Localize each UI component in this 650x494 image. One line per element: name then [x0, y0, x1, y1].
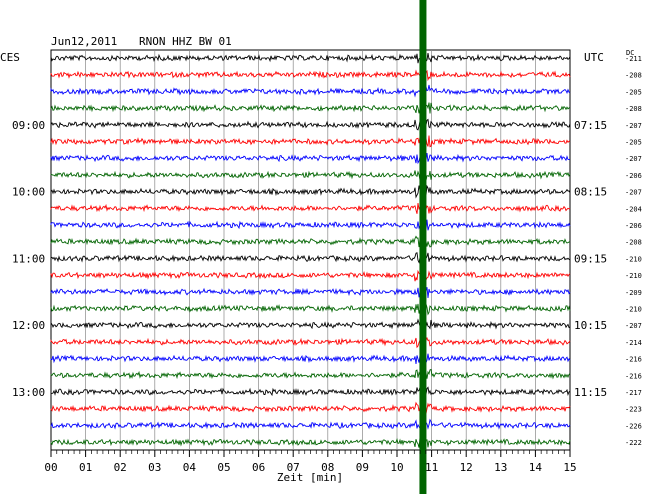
left-time-label: 13:00 [12, 386, 45, 399]
trace-row-21 [50, 401, 571, 414]
x-tick-label: 08 [321, 461, 334, 474]
dc-offset-label: -207 [625, 189, 642, 197]
dc-offset-label: -208 [625, 105, 642, 113]
left-time-label: 12:00 [12, 319, 45, 332]
dc-offset-label: -216 [625, 356, 642, 364]
x-tick-label: 12 [460, 461, 473, 474]
trace-row-6 [50, 153, 570, 165]
trace-row-14 [50, 287, 571, 298]
dc-offset-label: -226 [625, 422, 642, 430]
trace-row-4 [50, 118, 571, 131]
dc-offset-label: -210 [625, 306, 642, 314]
dc-offset-label: -208 [625, 72, 642, 80]
trace-row-2 [50, 84, 571, 98]
x-tick-label: 10 [390, 461, 403, 474]
x-tick-label: 13 [494, 461, 507, 474]
trace-row-18 [50, 353, 571, 364]
trace-row-17 [50, 335, 571, 349]
trace-row-12 [50, 252, 571, 264]
dc-offset-label: -205 [625, 88, 642, 96]
dc-offset-label: -210 [625, 255, 642, 263]
trace-row-15 [50, 303, 571, 316]
x-axis: 00 01 02 03 04 05 06 07 08 09 10 11 12 13 14 15 [44, 450, 577, 474]
trace-row-10 [50, 219, 571, 231]
dc-offset-label: -222 [625, 439, 642, 447]
dc-label: DC [626, 49, 634, 57]
x-tick-label: 02 [114, 461, 127, 474]
left-time-label: 11:00 [12, 252, 45, 265]
x-axis-label: Zeit [min] [277, 471, 343, 484]
x-tick-label: 00 [44, 461, 57, 474]
axis-labels: 09:00 10:00 11:00 12:00 13:00 07:15 08:15 09:15… [12, 55, 642, 447]
trace-row-22 [50, 418, 571, 430]
dc-offset-label: -223 [625, 406, 642, 414]
right-time-label: 08:15 [574, 186, 607, 199]
trace-row-9 [50, 203, 571, 214]
right-timezone: UTC [584, 51, 604, 64]
left-timezone: CES [0, 51, 20, 64]
chart-station: RNON HHZ BW 01 [139, 35, 232, 48]
trace-row-3 [50, 102, 571, 114]
x-tick-label: 03 [148, 461, 161, 474]
trace-row-0 [50, 52, 571, 64]
x-tick-label: 15 [563, 461, 576, 474]
trace-row-7 [50, 170, 571, 181]
dc-offset-label: -206 [625, 222, 642, 230]
dc-offset-label: -207 [625, 122, 642, 130]
right-time-label: 09:15 [574, 252, 607, 265]
dc-offset-label: -211 [625, 55, 642, 63]
x-tick-label: 14 [529, 461, 543, 474]
x-tick-label: 01 [79, 461, 92, 474]
event-marker [419, 0, 427, 494]
trace-row-19 [50, 368, 571, 380]
trace-row-20 [50, 386, 571, 397]
dc-offset-label: -208 [625, 239, 642, 247]
dc-offset-label: -217 [625, 389, 642, 397]
dc-offset-label: -207 [625, 322, 642, 330]
dc-offset-label: -210 [625, 272, 642, 280]
dc-offset-label: -207 [625, 155, 642, 163]
dc-offset-label: -205 [625, 139, 642, 147]
seismic-traces [50, 52, 571, 448]
trace-row-5 [50, 134, 571, 148]
x-tick-label: 09 [356, 461, 369, 474]
left-time-label: 09:00 [12, 119, 45, 132]
chart-date: Jun12,2011 [51, 35, 117, 48]
right-time-label: 07:15 [574, 119, 607, 132]
dc-offset-label: -209 [625, 289, 642, 297]
right-time-label: 11:15 [574, 386, 607, 399]
x-tick-label: 04 [183, 461, 197, 474]
right-time-label: 10:15 [574, 319, 607, 332]
event-bar [419, 0, 427, 494]
left-time-label: 10:00 [12, 186, 45, 199]
trace-row-16 [50, 318, 571, 332]
dc-offset-label: -214 [625, 339, 642, 347]
trace-row-13 [50, 269, 571, 282]
trace-row-8 [50, 184, 571, 199]
trace-row-1 [50, 69, 571, 82]
x-tick-label: 11 [425, 461, 438, 474]
dc-offset-label: -216 [625, 372, 642, 380]
x-tick-label: 07 [287, 461, 300, 474]
x-tick-label: 05 [217, 461, 230, 474]
x-tick-label: 06 [252, 461, 265, 474]
dc-offset-label: -206 [625, 172, 642, 180]
trace-row-23 [50, 436, 571, 448]
dc-offset-label: -204 [625, 205, 642, 213]
trace-row-11 [50, 235, 571, 248]
